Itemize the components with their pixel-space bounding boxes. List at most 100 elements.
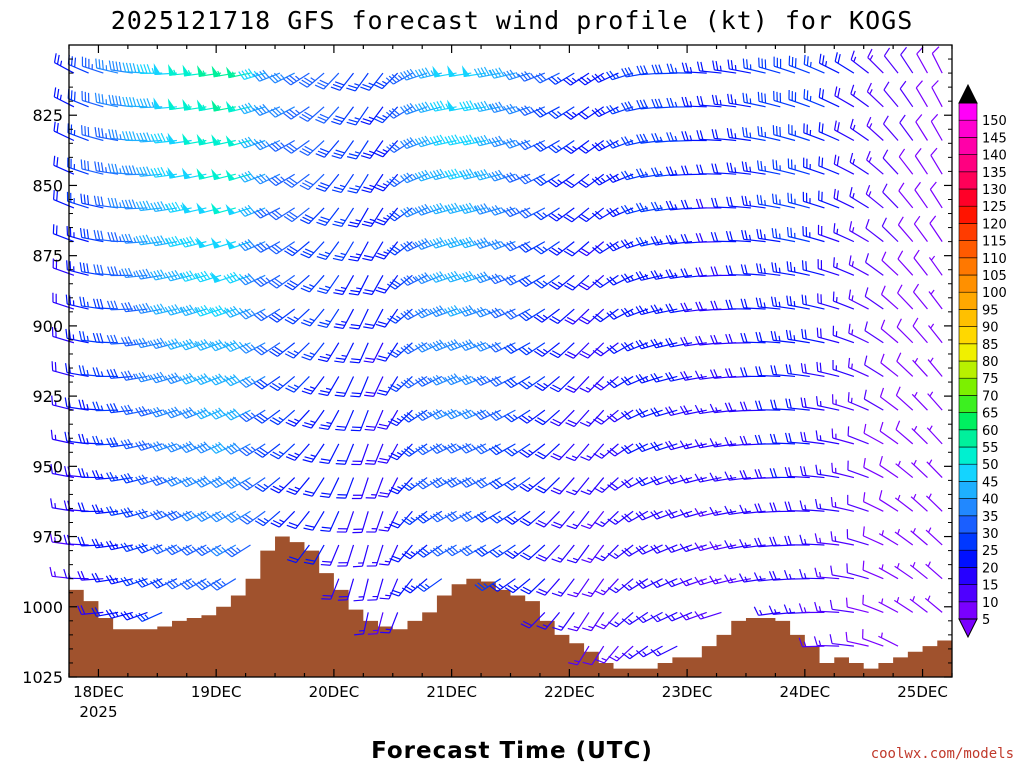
wind-barb <box>299 173 325 191</box>
wind-barb <box>414 135 442 148</box>
wind-barb <box>120 370 148 381</box>
wind-barb <box>354 612 369 636</box>
wind-barb <box>376 376 399 396</box>
wind-barb <box>665 611 693 622</box>
wind-barb <box>225 135 251 147</box>
wind-barb <box>504 477 531 491</box>
wind-barb <box>51 361 75 378</box>
wind-barb <box>834 120 855 142</box>
wind-barb <box>331 173 355 194</box>
wind-barb <box>799 466 825 479</box>
wind-barb <box>880 319 899 344</box>
wind-barb <box>517 173 546 185</box>
wind-barb <box>362 241 384 262</box>
wind-barb <box>351 477 369 500</box>
wind-barb <box>895 460 914 479</box>
wind-barb <box>866 116 884 141</box>
wind-barb <box>347 173 369 194</box>
wind-barb <box>53 155 75 175</box>
wind-barb <box>862 560 884 580</box>
colorbar-label: 130 <box>982 183 1007 198</box>
wind-barb <box>346 140 369 160</box>
wind-barb <box>591 207 619 220</box>
wind-barb <box>815 396 840 411</box>
wind-barb <box>120 438 148 450</box>
wind-barb <box>429 374 457 386</box>
wind-barb <box>564 308 590 325</box>
wind-barb <box>520 611 546 629</box>
wind-barb <box>800 397 825 411</box>
wind-barb <box>53 53 75 74</box>
wind-barb <box>711 129 737 142</box>
wind-barb <box>756 160 781 175</box>
wind-barb <box>771 262 796 276</box>
wind-barb <box>709 506 737 516</box>
wind-barb <box>380 612 399 634</box>
wind-barb <box>862 594 884 613</box>
wind-barb <box>459 544 487 557</box>
wind-barb <box>709 541 737 551</box>
wind-barb <box>926 459 943 478</box>
wind-barb <box>620 273 649 283</box>
wind-barb <box>562 106 590 120</box>
wind-barb <box>223 476 251 489</box>
wind-barb <box>374 173 399 192</box>
wind-barb <box>285 409 310 427</box>
wind-barb <box>379 578 399 600</box>
wind-barb <box>878 530 899 546</box>
wind-barb <box>330 72 354 91</box>
x-axis: 18DEC 2025 19DEC 20DEC 21DEC 22DEC 23DEC 24DEC 2… <box>68 45 953 721</box>
wind-barb <box>378 477 399 498</box>
wind-barb <box>830 565 854 580</box>
wind-barb <box>564 274 590 291</box>
credit-link[interactable]: coolwx.com/models <box>871 746 1014 762</box>
wind-barb <box>91 607 119 617</box>
x-tick-label: 19DEC <box>191 683 242 701</box>
wind-barb <box>458 236 487 249</box>
wind-barb <box>135 371 163 383</box>
wind-barb <box>334 342 355 364</box>
wind-barb <box>352 511 369 534</box>
wind-barb <box>846 563 869 580</box>
wind-barb <box>650 407 678 417</box>
wind-barb <box>302 443 325 463</box>
wind-barb <box>270 510 296 528</box>
wind-barb <box>770 296 796 310</box>
wind-barb <box>606 409 634 423</box>
wind-barb <box>348 241 369 262</box>
wind-barb <box>317 342 340 363</box>
colorbar-label: 10 <box>982 596 999 611</box>
wind-barb <box>108 94 133 108</box>
wind-barb <box>742 58 766 74</box>
wind-barb <box>549 308 575 325</box>
wind-barb <box>77 502 104 513</box>
wind-barb <box>563 173 590 189</box>
wind-barb <box>814 601 840 613</box>
wind-barb <box>66 226 89 243</box>
wind-barb <box>900 46 914 74</box>
wind-barb <box>149 303 178 315</box>
wind-barb <box>801 328 825 344</box>
wind-barb <box>867 48 884 74</box>
wind-barb <box>361 173 384 194</box>
chart-title: 2025121718 GFS forecast wind profile (kt… <box>111 6 914 35</box>
colorbar-label: 100 <box>982 286 1007 301</box>
wind-barb <box>567 578 590 598</box>
wind-barb <box>595 645 619 664</box>
colorbar-label: 110 <box>982 252 1007 267</box>
wind-barb <box>931 46 943 74</box>
wind-barb <box>798 603 825 614</box>
wind-barb <box>488 135 516 148</box>
wind-barb <box>694 473 722 483</box>
wind-barb <box>863 457 884 479</box>
wind-barb <box>679 577 707 587</box>
wind-barb <box>135 302 163 314</box>
wind-barb <box>878 564 899 580</box>
wind-barb <box>121 267 148 279</box>
wind-barb <box>564 342 590 359</box>
wind-barb <box>566 544 590 564</box>
wind-barb <box>318 376 340 397</box>
wind-barb <box>78 433 104 445</box>
wind-barb <box>832 394 855 411</box>
wind-barb <box>504 510 531 525</box>
